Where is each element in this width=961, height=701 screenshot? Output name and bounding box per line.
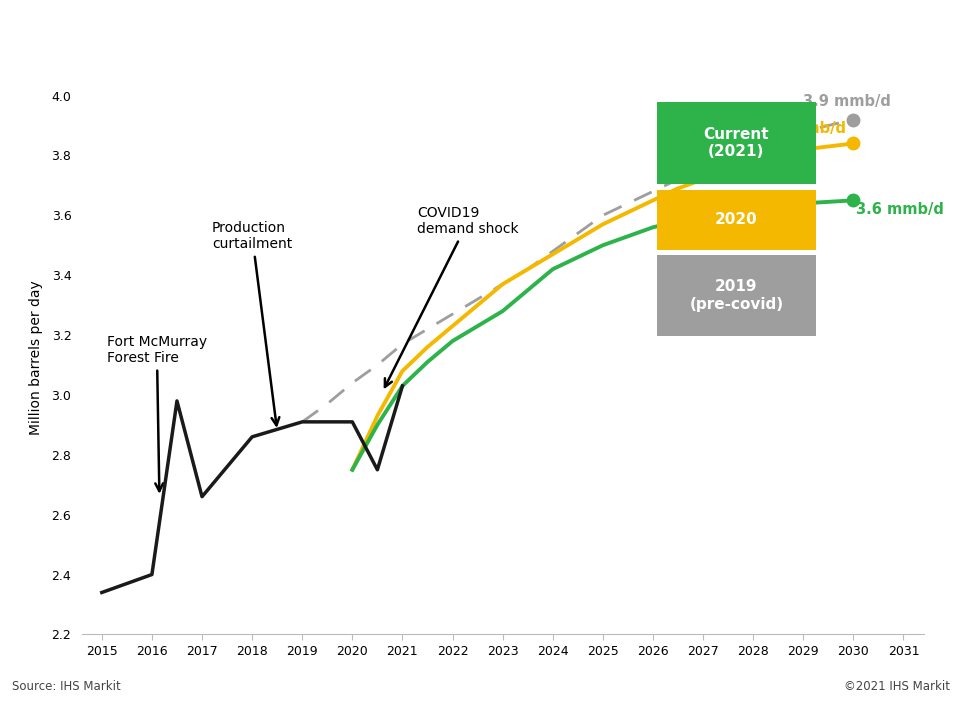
Text: 2020: 2020 xyxy=(714,212,757,227)
Text: IHS Markit oil sands production compared by vintage to 2030: IHS Markit oil sands production compared… xyxy=(12,32,613,50)
Text: 3.8 mmb/d: 3.8 mmb/d xyxy=(757,121,846,136)
Text: Current
(2021): Current (2021) xyxy=(702,127,769,159)
Text: ©2021 IHS Markit: ©2021 IHS Markit xyxy=(844,679,949,693)
Text: 3.9 mmb/d: 3.9 mmb/d xyxy=(802,94,890,109)
Text: COVID19
demand shock: COVID19 demand shock xyxy=(384,206,519,387)
Text: 3.6 mmb/d: 3.6 mmb/d xyxy=(855,202,943,217)
Text: 2019
(pre-covid): 2019 (pre-covid) xyxy=(689,279,782,312)
Text: Source: IHS Markit: Source: IHS Markit xyxy=(12,679,120,693)
Y-axis label: Million barrels per day: Million barrels per day xyxy=(29,280,43,435)
Text: Fort McMurray
Forest Fire: Fort McMurray Forest Fire xyxy=(107,335,207,491)
Text: Production
curtailment: Production curtailment xyxy=(211,221,292,426)
